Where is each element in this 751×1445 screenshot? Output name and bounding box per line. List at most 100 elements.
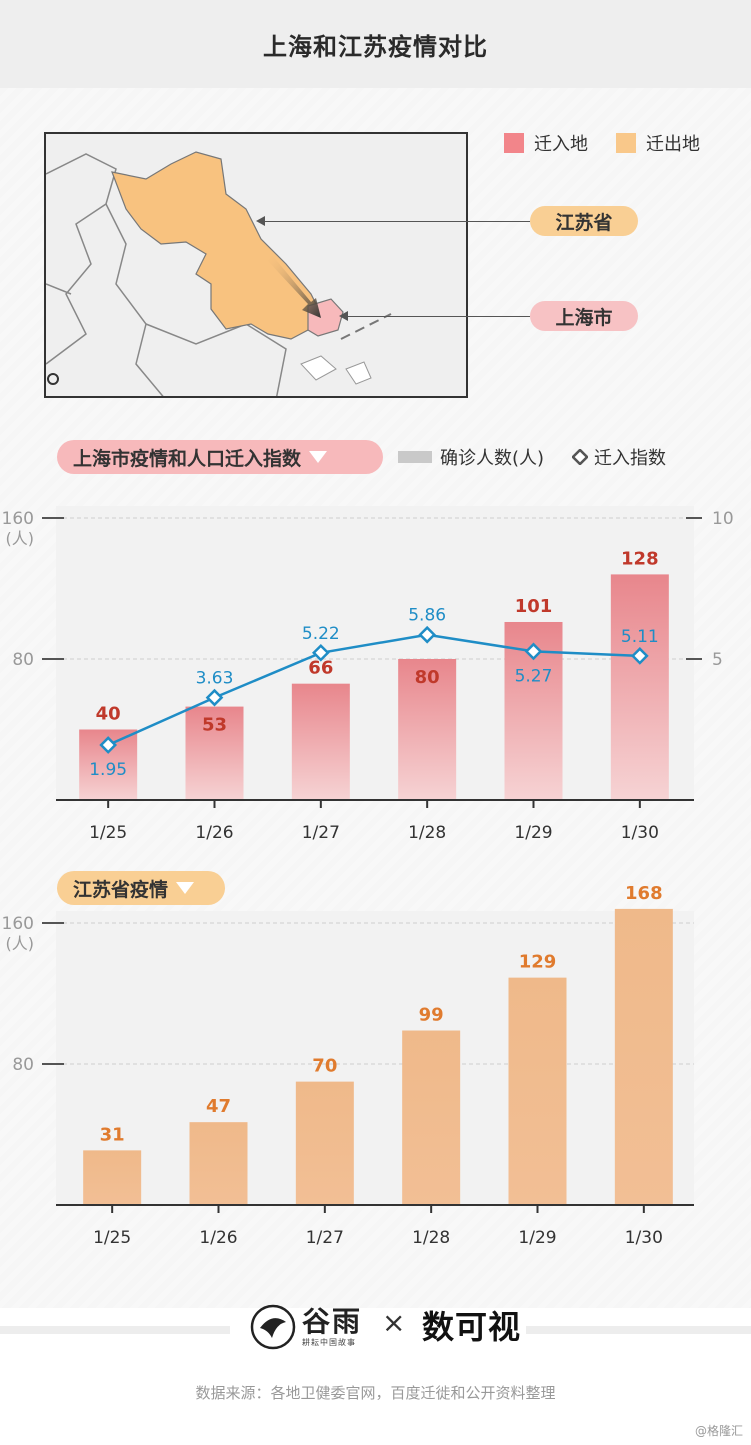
x-tick-label: 1/29 <box>514 823 552 843</box>
legend-label-inflow: 迁入地 <box>534 134 588 155</box>
bar <box>508 977 567 1205</box>
y-tick-label: 160 <box>2 509 34 529</box>
map-marker-icon <box>47 373 59 385</box>
footer-divider-left <box>0 1326 230 1334</box>
jiangsu-label: 江苏省 <box>555 211 613 234</box>
x-tick-label: 1/26 <box>199 1228 237 1248</box>
legend-line: 迁入指数 <box>572 443 666 471</box>
y-tick-label: 80 <box>12 650 34 670</box>
index-value-label: 3.63 <box>196 669 234 689</box>
map-legend-inflow: 迁入地 <box>504 130 588 156</box>
bar <box>614 908 673 1205</box>
jiangsu-pointer-line <box>262 221 530 222</box>
guyu-logo-icon <box>250 1304 296 1350</box>
bar <box>189 1122 248 1205</box>
bar-value-label: 70 <box>312 1056 337 1077</box>
y-tick-label: 80 <box>12 1055 34 1075</box>
bar-value-label: 31 <box>100 1124 125 1145</box>
index-point <box>524 642 543 661</box>
data-source: 数据来源：各地卫健委官网，百度迁徙和公开资料整理 <box>195 1384 556 1402</box>
y2-tick-label: 10 <box>712 509 734 529</box>
brand-left-sub: 耕耘中国故事 <box>302 1337 356 1347</box>
bar <box>185 706 244 800</box>
bar-value-label: 47 <box>206 1096 231 1117</box>
brand-left: 谷雨 耕耘中国故事 <box>250 1304 362 1350</box>
bar-value-label: 66 <box>308 658 333 679</box>
legend-label-outflow: 迁出地 <box>646 134 700 155</box>
jiangsu-region <box>111 151 322 340</box>
map-legend-outflow: 迁出地 <box>616 130 700 156</box>
x-tick-label: 1/27 <box>302 823 340 843</box>
province-boundary-line <box>145 323 287 396</box>
index-value-label: 5.27 <box>515 666 553 686</box>
bar-value-label: 168 <box>625 883 663 904</box>
bar-value-label: 101 <box>515 596 553 617</box>
migration-arrow-icon <box>266 255 321 318</box>
x-tick-label: 1/25 <box>89 823 127 843</box>
y-tick-label: 160 <box>2 914 34 934</box>
collab-times: × <box>382 1306 406 1339</box>
shanghai-pointer-arrow-icon <box>339 311 348 321</box>
y-axis-label: (人) <box>6 934 35 953</box>
coast-dash <box>340 313 392 340</box>
index-line <box>107 633 640 747</box>
shanghai-section-title: 上海市疫情和人口迁入指数 <box>57 440 383 474</box>
index-point <box>418 625 437 644</box>
index-point <box>99 736 118 754</box>
brand-left-name: 谷雨 <box>302 1304 363 1338</box>
bar-value-label: 99 <box>419 1005 444 1026</box>
province-boundary-line <box>105 203 164 396</box>
jiangsu-section-label: 江苏省疫情 <box>73 878 169 901</box>
legend-line-label: 迁入指数 <box>594 448 666 469</box>
index-value-label: 1.95 <box>89 760 127 780</box>
legend-bar-swatch <box>398 451 432 463</box>
x-tick-label: 1/25 <box>93 1228 131 1248</box>
y-axis-label: (人) <box>6 529 35 548</box>
index-point <box>311 643 330 662</box>
index-value-label: 5.11 <box>621 627 659 647</box>
legend-bar-label: 确诊人数(人) <box>440 448 545 469</box>
bar-value-label: 53 <box>202 715 227 736</box>
x-tick-label: 1/29 <box>518 1228 556 1248</box>
dropdown-triangle-icon <box>176 882 195 894</box>
map-svg <box>46 151 392 396</box>
page-title: 上海和江苏疫情对比 <box>263 32 488 61</box>
header-bar: 上海和江苏疫情对比 <box>0 0 751 88</box>
legend-bar: 确诊人数(人) <box>398 443 544 471</box>
index-point <box>630 647 649 665</box>
x-tick-label: 1/30 <box>625 1228 663 1248</box>
legend-swatch-inflow <box>504 133 524 153</box>
shanghai-label: 上海市 <box>555 306 613 329</box>
x-tick-label: 1/30 <box>621 823 659 843</box>
jiangsu-label-pill: 江苏省 <box>530 206 638 236</box>
island-shape <box>300 355 337 381</box>
island-shape <box>345 361 372 385</box>
bar-value-label: 129 <box>519 952 557 973</box>
bar <box>295 1081 354 1205</box>
province-boundary-line <box>46 153 117 365</box>
legend-swatch-outflow <box>616 133 636 153</box>
diamond-icon <box>572 449 588 465</box>
bar <box>610 574 669 800</box>
index-value-label: 5.22 <box>302 624 340 644</box>
shanghai-section-label: 上海市疫情和人口迁入指数 <box>73 447 302 470</box>
x-tick-label: 1/26 <box>195 823 233 843</box>
shanghai-label-pill: 上海市 <box>530 301 638 331</box>
x-tick-label: 1/28 <box>408 823 446 843</box>
bar-value-label: 40 <box>96 704 121 725</box>
bar <box>398 659 457 800</box>
jiangsu-section-title: 江苏省疫情 <box>57 871 225 905</box>
bar-value-label: 80 <box>415 667 440 688</box>
index-value-label: 5.86 <box>408 606 446 626</box>
shanghai-chart: 80 160(人) 5 10 40 53 66 80 101 128 1/25 1/26 1/27 1/2… <box>2 506 734 843</box>
x-tick-label: 1/27 <box>306 1228 344 1248</box>
y2-tick-label: 5 <box>712 650 723 670</box>
brand-right-name: 数可视 <box>422 1308 522 1346</box>
image-credit: @格隆汇 <box>694 1424 743 1438</box>
shanghai-pointer-line <box>345 316 530 317</box>
bar <box>402 1030 461 1205</box>
province-boundary-line <box>46 283 72 295</box>
footer-divider-right <box>526 1326 751 1334</box>
index-point <box>205 688 224 707</box>
x-tick-label: 1/28 <box>412 1228 450 1248</box>
